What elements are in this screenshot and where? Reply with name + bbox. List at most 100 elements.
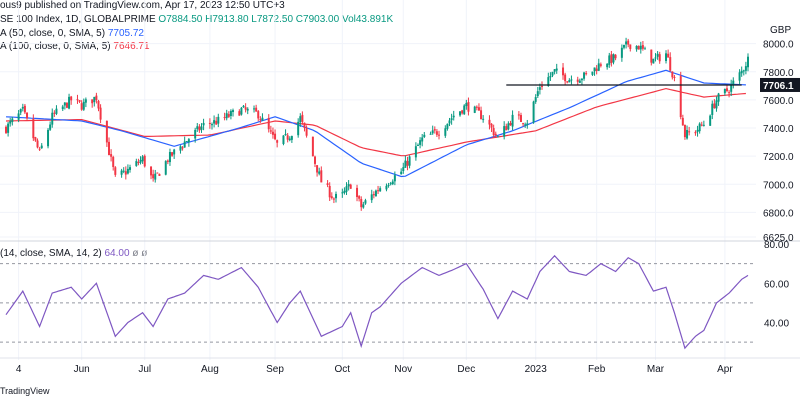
candle-body	[112, 156, 115, 167]
rsi-line	[5, 254, 749, 350]
candle-body	[728, 92, 731, 94]
candle-body	[135, 161, 138, 166]
candle-body	[51, 112, 54, 125]
candle-body	[488, 119, 491, 125]
candle-body	[47, 129, 50, 147]
level-price-label: 7706.1	[763, 81, 794, 92]
candle-body	[244, 107, 247, 110]
candle-body	[171, 152, 174, 156]
candle-body	[673, 76, 676, 78]
candle-body	[665, 53, 668, 61]
candle-body	[196, 126, 199, 130]
candle-body	[227, 114, 230, 117]
candle-body	[730, 84, 733, 92]
horizontal-level: 7706.1	[506, 77, 800, 92]
price-tick-label: 8000.0	[763, 40, 794, 51]
candle-body	[391, 181, 394, 185]
candle-body	[210, 124, 213, 126]
candle-body	[688, 131, 691, 133]
time-axis: 4 Jun Jul Aug Sep Oct Nov Dec 2023 Feb Mar Apr	[16, 364, 733, 375]
candle-body	[566, 81, 569, 83]
candle-body	[158, 173, 161, 176]
candle-body	[509, 122, 512, 126]
candle-body	[267, 118, 270, 130]
time-tick-label: Mar	[647, 364, 665, 375]
candle-body	[95, 95, 98, 101]
candle-body	[652, 58, 655, 64]
candle-body	[166, 160, 169, 162]
rsi-bands	[0, 263, 756, 343]
candle-body	[99, 107, 102, 120]
candle-body	[290, 136, 293, 140]
rsi-legend[interactable]: (14, close, SMA, 14, 2) 64.00 ø ø	[0, 248, 147, 260]
open-value: O7884.50	[158, 14, 203, 25]
candle-body	[608, 55, 611, 65]
candle-body	[591, 71, 594, 75]
candle-body	[599, 64, 602, 66]
candle-body	[347, 183, 350, 187]
candle-body	[658, 54, 661, 62]
candle-body	[84, 99, 87, 103]
high-value: H7913.80	[205, 14, 249, 25]
candle-body	[93, 96, 96, 103]
candle-body	[303, 122, 306, 128]
candle-body	[213, 120, 216, 124]
candle-body	[698, 123, 701, 132]
ma100-legend[interactable]: A (100, close, 0, SMA, 5) 7646.71	[0, 41, 150, 53]
candle-body	[313, 156, 316, 164]
candle-body	[536, 91, 539, 97]
candle-body	[242, 105, 245, 108]
symbol-row: SE 100 Index, 1D, GLOBALPRIME O7884.50 H…	[0, 14, 393, 26]
candle-body	[610, 54, 613, 63]
candle-body	[747, 56, 749, 68]
candle-body	[61, 106, 64, 110]
candle-body	[7, 123, 10, 133]
ma50-legend[interactable]: A (50, close, 0, SMA, 5) 7705.72	[0, 28, 144, 40]
candle-body	[450, 118, 453, 121]
candle-body	[80, 103, 83, 110]
candle-body	[232, 110, 235, 112]
candle-body	[49, 124, 52, 130]
candle-body	[580, 78, 583, 81]
candle-body	[217, 116, 220, 124]
candle-body	[612, 54, 615, 63]
candle-body	[629, 44, 632, 49]
candle-body	[326, 183, 329, 186]
candle-body	[711, 103, 714, 115]
volume-value: Vol43.891K	[341, 14, 394, 25]
candle-body	[124, 171, 127, 175]
price-tick-label: 7200.0	[763, 152, 794, 163]
candle-body	[725, 88, 728, 92]
candle-body	[686, 129, 689, 139]
candle-body	[154, 173, 157, 180]
candle-body	[723, 89, 726, 94]
ma100-line	[5, 87, 746, 157]
candle-body	[364, 200, 367, 204]
candle-body	[522, 123, 525, 125]
candle-body	[606, 63, 609, 68]
candle-body	[700, 124, 703, 126]
candle-body	[419, 140, 422, 145]
candle-body	[402, 167, 405, 172]
candle-body	[150, 166, 153, 176]
time-tick-label: Aug	[201, 364, 219, 375]
publish-info: ous9 published on TradingView.com, Apr 1…	[0, 0, 285, 12]
candle-body	[448, 120, 451, 124]
rsi-label: (14, close, SMA, 14, 2)	[0, 248, 102, 259]
candle-body	[34, 137, 37, 141]
candle-body	[311, 136, 314, 157]
candle-body	[492, 128, 495, 136]
candle-body	[65, 102, 68, 108]
candle-body	[173, 149, 176, 155]
candle-body	[644, 48, 647, 50]
candle-body	[185, 141, 188, 143]
candle-body	[208, 122, 211, 124]
candle-body	[541, 85, 544, 87]
candle-body	[681, 117, 684, 126]
candle-body	[91, 99, 94, 104]
candle-body	[379, 188, 382, 192]
candle-body	[480, 110, 483, 120]
price-tick-label: 7400.0	[763, 124, 794, 135]
candle-body	[110, 154, 113, 157]
